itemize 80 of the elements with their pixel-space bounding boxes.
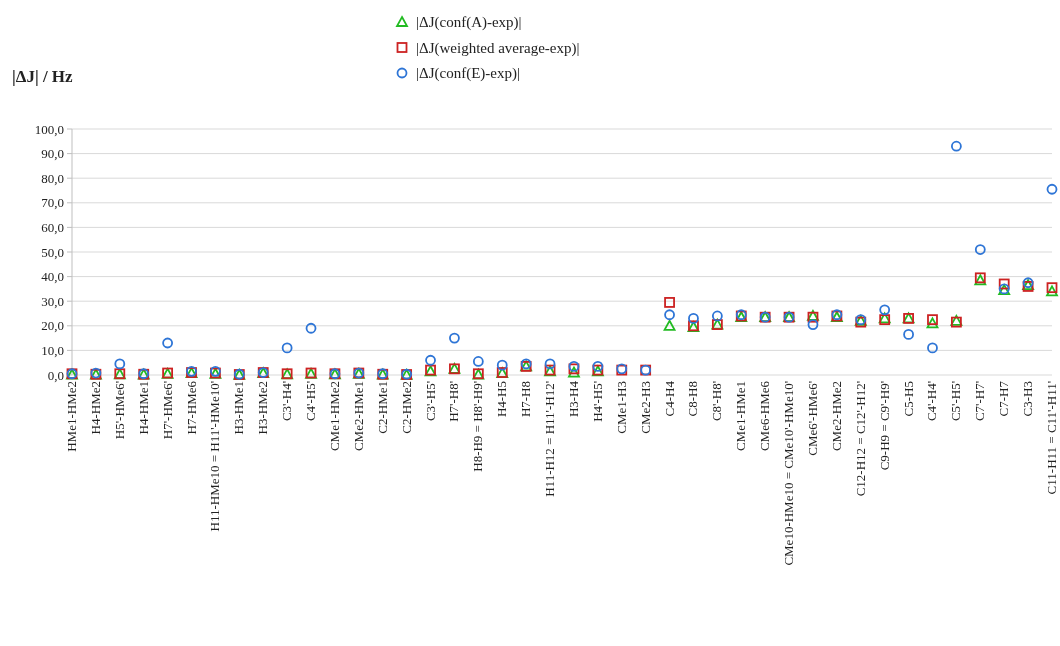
y-tick-label: 60,0	[41, 219, 64, 235]
x-tick-label: C7'-H7'	[972, 381, 988, 422]
point	[425, 354, 436, 366]
y-tick-label: 90,0	[41, 146, 64, 162]
point	[974, 244, 986, 255]
x-tick-label: C8-H8	[685, 381, 701, 417]
x-tick-label: H11-HMe10 = H11'-HMe10'	[207, 381, 223, 532]
x-tick-label: H7'-H8'	[446, 381, 462, 422]
x-tick-label: H4-H5	[494, 381, 510, 418]
x-tick-label: C2-HMe2	[398, 381, 414, 434]
x-tick-label: CMe10-HMe10 = CMe10'-HMe10'	[781, 381, 797, 566]
point	[927, 342, 938, 354]
x-tick-label: C11-H11 = C11'-H11'	[1044, 381, 1059, 495]
y-tick-label: 80,0	[41, 170, 64, 186]
point	[711, 310, 723, 322]
y-tick-label: 70,0	[41, 195, 64, 211]
x-tick-label: C3'-H4'	[279, 381, 295, 422]
x-tick-label: CMe6'-HMe6'	[804, 381, 820, 456]
x-tick-label: HMe1-HMe2	[64, 381, 79, 452]
x-tick-label: H5'-HMe6'	[111, 381, 127, 440]
x-tick-label: H11-H12 = H11'-H12'	[542, 381, 558, 497]
point	[664, 297, 675, 308]
y-tick-label: 50,0	[41, 244, 64, 260]
x-tick-label: CMe2-HMe2	[828, 381, 844, 452]
point	[305, 322, 317, 334]
x-tick-label: CMe1-HMe2	[326, 381, 342, 452]
point	[1046, 183, 1058, 195]
y-tick-label: 10,0	[41, 342, 64, 358]
x-tick-label: H3-H4	[565, 380, 581, 418]
x-tick-label: H3-HMe2	[255, 381, 271, 435]
x-tick-label: C5'-H5'	[948, 381, 964, 422]
y-axis-title: |ΔJ| / Hz	[12, 67, 74, 86]
x-tick-label: C4'-H4'	[924, 381, 940, 422]
x-tick-label: H7-H8	[518, 381, 534, 418]
y-tick-label: 20,0	[41, 318, 64, 334]
x-tick-label: H7-HMe6	[183, 380, 199, 435]
x-tick-label: C7-H7	[996, 380, 1012, 417]
point	[472, 356, 484, 367]
point	[496, 359, 508, 371]
point	[688, 313, 699, 324]
point	[879, 304, 891, 316]
x-tick-label: C5-H5	[900, 381, 916, 417]
x-tick-label: H4-HMe1	[135, 381, 151, 435]
y-tick-label: 30,0	[41, 293, 64, 309]
point	[664, 309, 675, 321]
x-tick-label: C4-H4	[661, 380, 677, 417]
x-tick-label: C9-H9 = C9'-H9'	[876, 381, 892, 471]
point	[162, 337, 174, 349]
x-tick-label: C3-H3	[1020, 381, 1036, 417]
point	[544, 358, 556, 370]
x-tick-label: CMe2-HMe1	[350, 381, 366, 452]
point	[807, 319, 819, 330]
point	[663, 319, 676, 331]
x-tick-label: CMe6-HMe6	[757, 380, 773, 452]
x-tick-label: C2-HMe1	[374, 381, 390, 434]
point	[114, 358, 126, 370]
x-tick-label: CMe1-H3	[613, 381, 629, 434]
x-tick-label: C8'-H8'	[709, 381, 725, 422]
y-tick-label: 40,0	[41, 269, 64, 285]
legend-label: |ΔJ(weighted average-exp)|	[416, 39, 580, 57]
point	[903, 329, 914, 340]
point	[281, 342, 293, 354]
point	[998, 278, 1010, 290]
x-tick-label: H3-HMe1	[231, 381, 247, 435]
x-tick-label: H7'-HMe6'	[159, 381, 175, 440]
x-tick-label: CMe1-HMe1	[733, 381, 749, 452]
x-tick-label: C4'-H5'	[303, 381, 319, 422]
x-tick-label: C3'-H5'	[422, 381, 438, 422]
y-tick-label: 100,0	[34, 121, 64, 137]
y-tick-label: 0,0	[47, 367, 64, 383]
x-tick-label: CMe2-H3	[637, 381, 653, 434]
legend-label: |ΔJ(conf(E)-exp)|	[416, 65, 520, 83]
point	[950, 140, 962, 152]
x-tick-label: C12-H12 = C12'-H12'	[852, 381, 868, 497]
x-tick-label: H4'-H5'	[589, 381, 605, 422]
x-tick-label: H4-HMe2	[87, 381, 103, 435]
point	[449, 332, 460, 344]
legend-label: |ΔJ(conf(A)-exp)|	[416, 14, 522, 32]
x-tick-label: H8-H9 = H8'-H9'	[470, 381, 486, 472]
point	[592, 360, 604, 372]
